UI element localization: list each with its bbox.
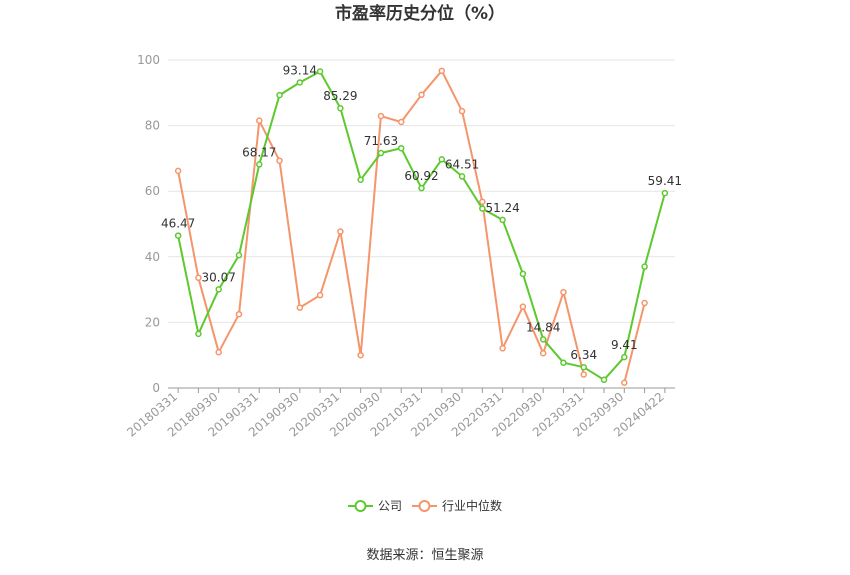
data-point[interactable] bbox=[337, 228, 344, 235]
series-layer bbox=[174, 67, 669, 387]
legend-company-swatch-marker bbox=[354, 500, 367, 512]
legend-industry-label: 行业中位数 bbox=[442, 498, 502, 513]
data-point[interactable] bbox=[397, 144, 405, 152]
data-point[interactable] bbox=[256, 117, 263, 124]
data-point[interactable] bbox=[316, 68, 324, 75]
data-point[interactable] bbox=[296, 304, 304, 311]
series-company bbox=[174, 68, 669, 384]
data-point[interactable] bbox=[337, 104, 344, 112]
data-point[interactable] bbox=[519, 270, 527, 278]
data-point[interactable] bbox=[600, 376, 608, 384]
y-tick-label: 20 bbox=[145, 315, 160, 329]
data-point[interactable] bbox=[560, 359, 567, 366]
series-line bbox=[623, 302, 646, 384]
data-point[interactable] bbox=[195, 330, 202, 338]
data-point[interactable] bbox=[621, 379, 628, 387]
data-label: 60.92 bbox=[404, 169, 438, 183]
data-label: 6.34 bbox=[570, 348, 597, 362]
data-point[interactable] bbox=[560, 288, 567, 296]
chart-title: 市盈率历史分位（%） bbox=[335, 3, 505, 24]
data-label: 9.41 bbox=[611, 338, 638, 352]
y-tick-label: 80 bbox=[145, 119, 160, 133]
data-label: 71.63 bbox=[364, 134, 398, 148]
data-point[interactable] bbox=[276, 91, 283, 99]
data-label: 85.29 bbox=[323, 89, 357, 103]
legend-item-company[interactable]: 公司 bbox=[348, 499, 402, 513]
data-point[interactable] bbox=[397, 118, 405, 126]
data-point[interactable] bbox=[641, 263, 648, 270]
data-label: 14.84 bbox=[526, 320, 560, 334]
data-point[interactable] bbox=[377, 149, 385, 157]
data-label: 68.17 bbox=[242, 145, 276, 159]
data-point[interactable] bbox=[316, 291, 324, 299]
data-point[interactable] bbox=[418, 184, 425, 192]
data-point[interactable] bbox=[580, 363, 587, 371]
data-source: 数据来源：恒生聚源 bbox=[366, 548, 483, 563]
series-industry-median bbox=[174, 67, 648, 387]
legend-company-label: 公司 bbox=[378, 499, 402, 513]
data-point[interactable] bbox=[539, 349, 547, 357]
data-point[interactable] bbox=[296, 79, 304, 86]
data-point[interactable] bbox=[458, 107, 466, 115]
data-point[interactable] bbox=[235, 251, 243, 259]
data-point[interactable] bbox=[580, 371, 587, 378]
y-tick-label: 60 bbox=[145, 184, 160, 198]
data-point[interactable] bbox=[661, 189, 669, 197]
data-label: 51.24 bbox=[485, 201, 519, 215]
data-point[interactable] bbox=[499, 345, 506, 352]
data-point[interactable] bbox=[438, 156, 446, 163]
legend-industry-swatch-marker bbox=[418, 500, 431, 512]
y-tick-label: 40 bbox=[145, 250, 160, 264]
data-point[interactable] bbox=[174, 232, 182, 239]
data-point[interactable] bbox=[215, 348, 222, 356]
data-label: 93.14 bbox=[283, 64, 317, 78]
data-point[interactable] bbox=[174, 167, 182, 175]
data-point[interactable] bbox=[256, 161, 263, 168]
data-point[interactable] bbox=[195, 274, 202, 282]
data-label: 64.51 bbox=[445, 157, 479, 171]
y-tick-label: 100 bbox=[137, 53, 160, 67]
data-labels: 46.47 30.07 68.17 93.14 85.29 71.63 60.92 64.51… bbox=[161, 64, 682, 363]
legend-item-industry-median[interactable]: 行业中位数 bbox=[412, 498, 502, 513]
data-point[interactable] bbox=[276, 157, 283, 164]
y-axis: 0 20 40 60 80 100 bbox=[137, 53, 160, 395]
data-point[interactable] bbox=[357, 176, 364, 183]
data-point[interactable] bbox=[377, 112, 385, 120]
data-label: 30.07 bbox=[202, 270, 236, 284]
data-point[interactable] bbox=[458, 173, 466, 180]
data-point[interactable] bbox=[519, 303, 527, 310]
data-point[interactable] bbox=[539, 336, 547, 343]
data-point[interactable] bbox=[235, 310, 243, 318]
data-point[interactable] bbox=[641, 299, 648, 307]
data-label: 46.47 bbox=[161, 217, 195, 231]
data-point[interactable] bbox=[418, 91, 425, 99]
series-line bbox=[177, 70, 666, 381]
data-point[interactable] bbox=[215, 286, 222, 293]
data-point[interactable] bbox=[479, 205, 486, 212]
legend[interactable]: 公司 行业中位数 bbox=[348, 498, 502, 513]
data-point[interactable] bbox=[499, 216, 506, 224]
data-point[interactable] bbox=[479, 198, 486, 205]
data-label: 59.41 bbox=[648, 174, 682, 188]
data-point[interactable] bbox=[357, 351, 364, 359]
y-tick-label: 0 bbox=[152, 381, 160, 395]
data-point[interactable] bbox=[438, 67, 446, 75]
x-axis: 2018033120180930201903312019093020200331… bbox=[124, 387, 675, 440]
data-point[interactable] bbox=[621, 353, 628, 361]
